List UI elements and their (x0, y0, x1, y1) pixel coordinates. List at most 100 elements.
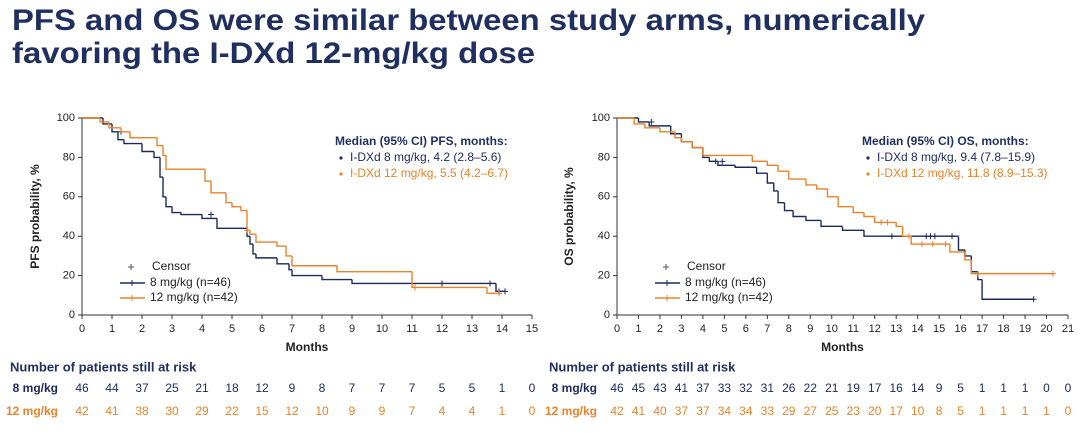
x-tick-label: 6 (743, 323, 749, 335)
km-step (964, 249, 972, 257)
at-risk-count: 10 (911, 404, 925, 418)
at-risk-count: 19 (847, 381, 861, 395)
x-tick-label: 18 (997, 323, 1009, 335)
at-risk-count: 41 (632, 404, 646, 418)
km-step (970, 255, 978, 273)
km-step (874, 216, 897, 224)
km-step (788, 171, 806, 180)
km-step (863, 212, 875, 218)
censor-mark (918, 241, 925, 248)
km-step (225, 192, 232, 204)
at-risk-count: 22 (225, 404, 239, 418)
at-risk-count: 44 (105, 381, 119, 395)
x-tick-label: 12 (869, 323, 881, 335)
median-line: I-DXd 8 mg/kg, 4.2 (2.8–5.6) (350, 150, 501, 164)
at-risk-count: 1 (979, 404, 986, 418)
km-step (680, 133, 693, 143)
km-step (805, 216, 822, 222)
km-step (102, 118, 112, 125)
km-step (180, 212, 202, 216)
legend-label: 8 mg/kg (n=46) (150, 275, 231, 289)
at-risk-count: 37 (696, 404, 710, 418)
y-tick-label: 0 (604, 309, 610, 321)
x-tick-label: 7 (764, 323, 770, 335)
at-risk-count: 12 (255, 381, 269, 395)
at-risk-count: 0 (1043, 381, 1050, 395)
km-step (766, 161, 779, 166)
x-tick-label: 4 (700, 323, 706, 335)
at-risk-count: 22 (804, 381, 818, 395)
km-step (964, 251, 972, 261)
at-risk-title: Number of patients still at risk (549, 359, 736, 374)
km-step (129, 131, 157, 139)
at-risk-count: 1 (1022, 404, 1029, 418)
at-risk-count: 0 (529, 404, 536, 418)
km-step (336, 265, 412, 273)
x-tick-label: 14 (496, 323, 508, 335)
km-step (805, 179, 817, 186)
at-risk-count: 26 (782, 381, 796, 395)
km-step (792, 210, 806, 218)
median-line: I-DXd 12 mg/kg, 5.5 (4.2–6.7) (350, 166, 508, 180)
censor-mark (719, 158, 726, 165)
at-risk-count: 29 (782, 404, 796, 418)
km-step (648, 121, 671, 127)
km-step (486, 287, 502, 295)
at-risk-count: 1 (979, 381, 986, 395)
km-step (751, 155, 768, 163)
legend-cross (664, 295, 670, 301)
km-step (276, 257, 289, 265)
km-step (717, 161, 736, 166)
at-risk-count: 12 (285, 404, 299, 418)
censor-mark (884, 219, 891, 226)
km-step (162, 145, 166, 157)
y-tick-label: 0 (69, 309, 75, 321)
km-step (159, 157, 163, 178)
at-risk-count: 41 (105, 404, 119, 418)
km-step (659, 127, 675, 133)
x-tick-label: 13 (466, 323, 478, 335)
x-tick-label: 5 (721, 323, 727, 335)
km-step (816, 184, 828, 190)
at-risk-count: 7 (379, 381, 386, 395)
km-step (291, 255, 337, 267)
x-tick-label: 0 (79, 323, 85, 335)
km-step (863, 230, 875, 237)
x-tick-label: 11 (848, 323, 859, 335)
censor-mark (949, 233, 956, 240)
y-tick-label: 100 (57, 112, 75, 124)
bullet (339, 156, 343, 160)
at-risk-count: 37 (135, 381, 149, 395)
x-tick-label: 13 (890, 323, 902, 335)
legend-cross (129, 295, 135, 301)
x-tick-label: 9 (807, 323, 813, 335)
km-step (171, 206, 181, 214)
censor-mark (929, 241, 936, 248)
x-tick-label: 15 (933, 323, 945, 335)
at-risk-count: 0 (1065, 381, 1072, 395)
at-risk-count: 40 (653, 404, 667, 418)
km-step (123, 139, 142, 145)
km-step (708, 157, 718, 163)
censor-mark (931, 233, 938, 240)
at-risk-count: 5 (957, 404, 964, 418)
legend-cross (129, 280, 135, 286)
at-risk-count: 9 (289, 381, 296, 395)
at-risk-count: 32 (739, 381, 753, 395)
km-step (734, 165, 757, 168)
y-tick-label: 80 (598, 151, 610, 163)
km-step (351, 279, 412, 285)
at-risk-count: 1 (1000, 381, 1007, 395)
x-tick-label: 8 (786, 323, 792, 335)
at-risk-count: 37 (675, 404, 689, 418)
x-tick-label: 19 (1019, 323, 1031, 335)
at-risk-count: 17 (868, 381, 882, 395)
x-tick-label: 0 (614, 323, 620, 335)
at-risk-count: 37 (696, 381, 710, 395)
km-step (910, 236, 950, 245)
slide-title-line: PFS and OS were similar between study ar… (12, 4, 925, 37)
km-step (901, 226, 912, 237)
km-step (249, 236, 253, 245)
median-title: Median (95% CI) PFS, months: (335, 134, 508, 148)
